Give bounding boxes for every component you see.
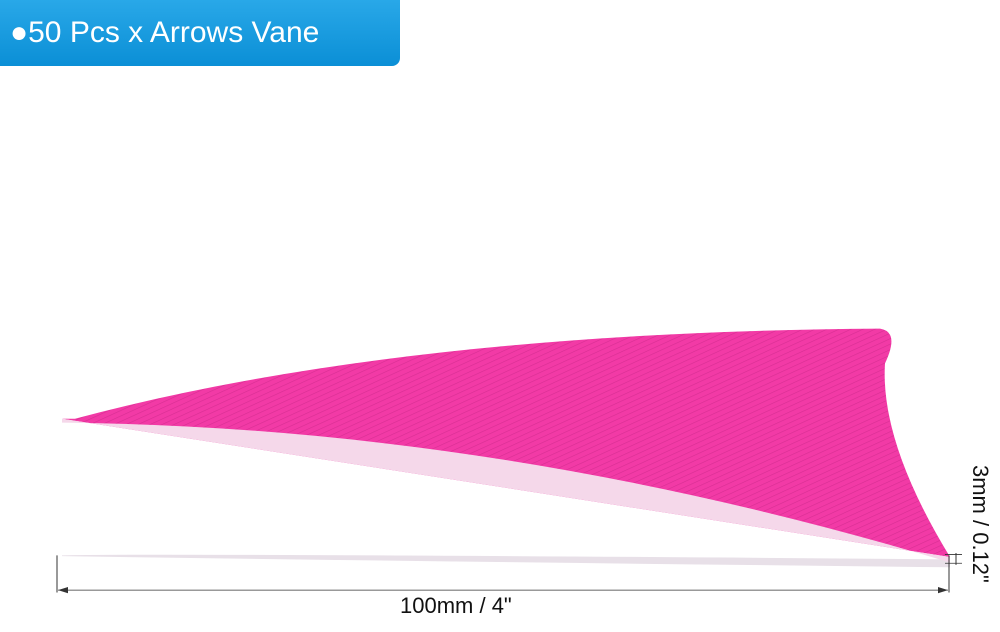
arrowhead (938, 586, 948, 594)
vane-body (62, 328, 950, 557)
title-badge: ●50 Pcs x Arrows Vane (0, 0, 400, 66)
vane-base (62, 554, 950, 568)
length-label: 100mm / 4" (400, 593, 512, 618)
thickness-label: 3mm / 0.12" (968, 465, 993, 583)
arrowhead (58, 586, 68, 594)
